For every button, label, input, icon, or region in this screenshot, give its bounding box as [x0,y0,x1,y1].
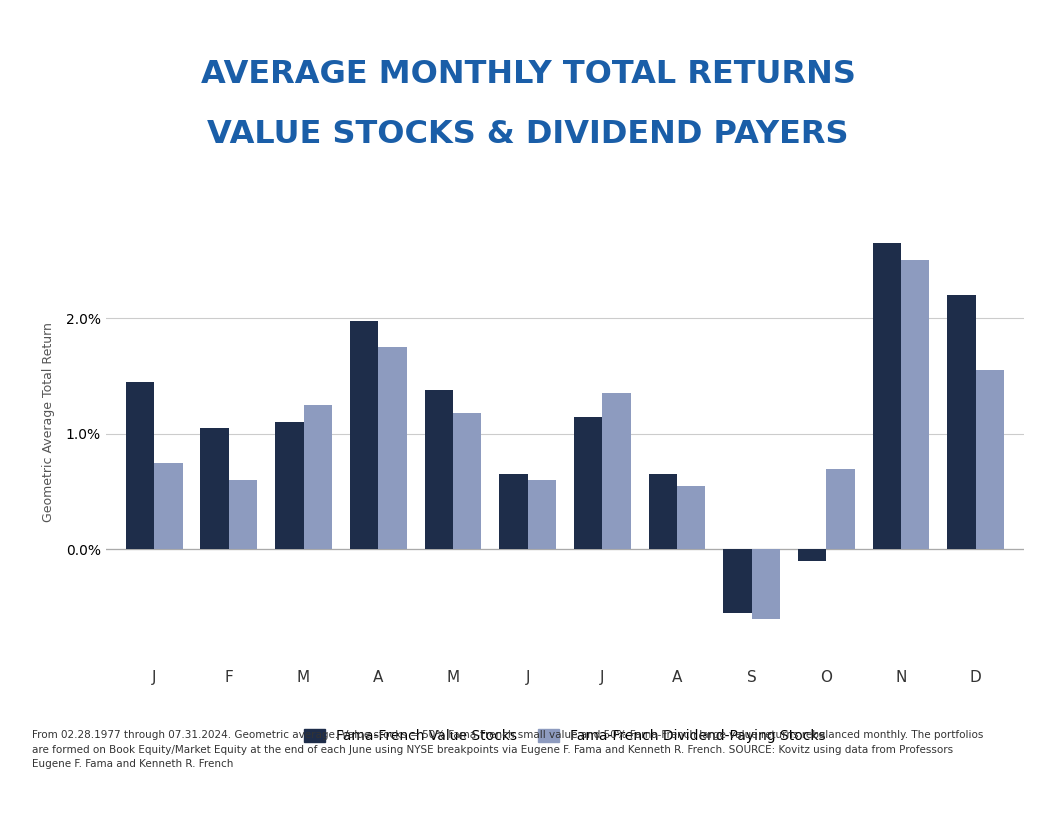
Bar [126,382,154,549]
Bar [872,243,901,549]
Text: From 02.28.1977 through 07.31.2024. Geometric average. Value stocks = 50% Fama-F: From 02.28.1977 through 07.31.2024. Geom… [32,730,983,769]
Bar [901,260,929,549]
Text: « K »: « K » [965,26,1019,46]
Bar [648,474,677,549]
Bar [499,474,528,549]
Bar [677,486,705,549]
Bar [827,468,854,549]
Bar [723,549,752,613]
Bar [229,480,258,549]
Bar [573,416,602,549]
Bar [947,295,976,549]
Bar [303,405,332,549]
Bar [976,370,1004,549]
Text: THE PRUDENT SPECULATOR: THE PRUDENT SPECULATOR [32,26,323,46]
Bar [201,428,229,549]
Text: AVERAGE MONTHLY TOTAL RETURNS: AVERAGE MONTHLY TOTAL RETURNS [201,59,855,90]
Bar [378,347,407,549]
Bar [798,549,827,561]
Bar [752,549,780,619]
Bar [350,321,378,549]
Bar [154,463,183,549]
Bar [276,423,303,549]
Bar [425,390,453,549]
Legend: Fama-French Value Stocks, Fama-French Dividend-Paying Stocks: Fama-French Value Stocks, Fama-French Di… [304,729,826,743]
Bar [602,393,630,549]
Bar [453,413,482,549]
Text: VALUE STOCKS & DIVIDEND PAYERS: VALUE STOCKS & DIVIDEND PAYERS [207,119,849,150]
Bar [528,480,557,549]
Y-axis label: Geometric Average Total Return: Geometric Average Total Return [41,322,55,522]
